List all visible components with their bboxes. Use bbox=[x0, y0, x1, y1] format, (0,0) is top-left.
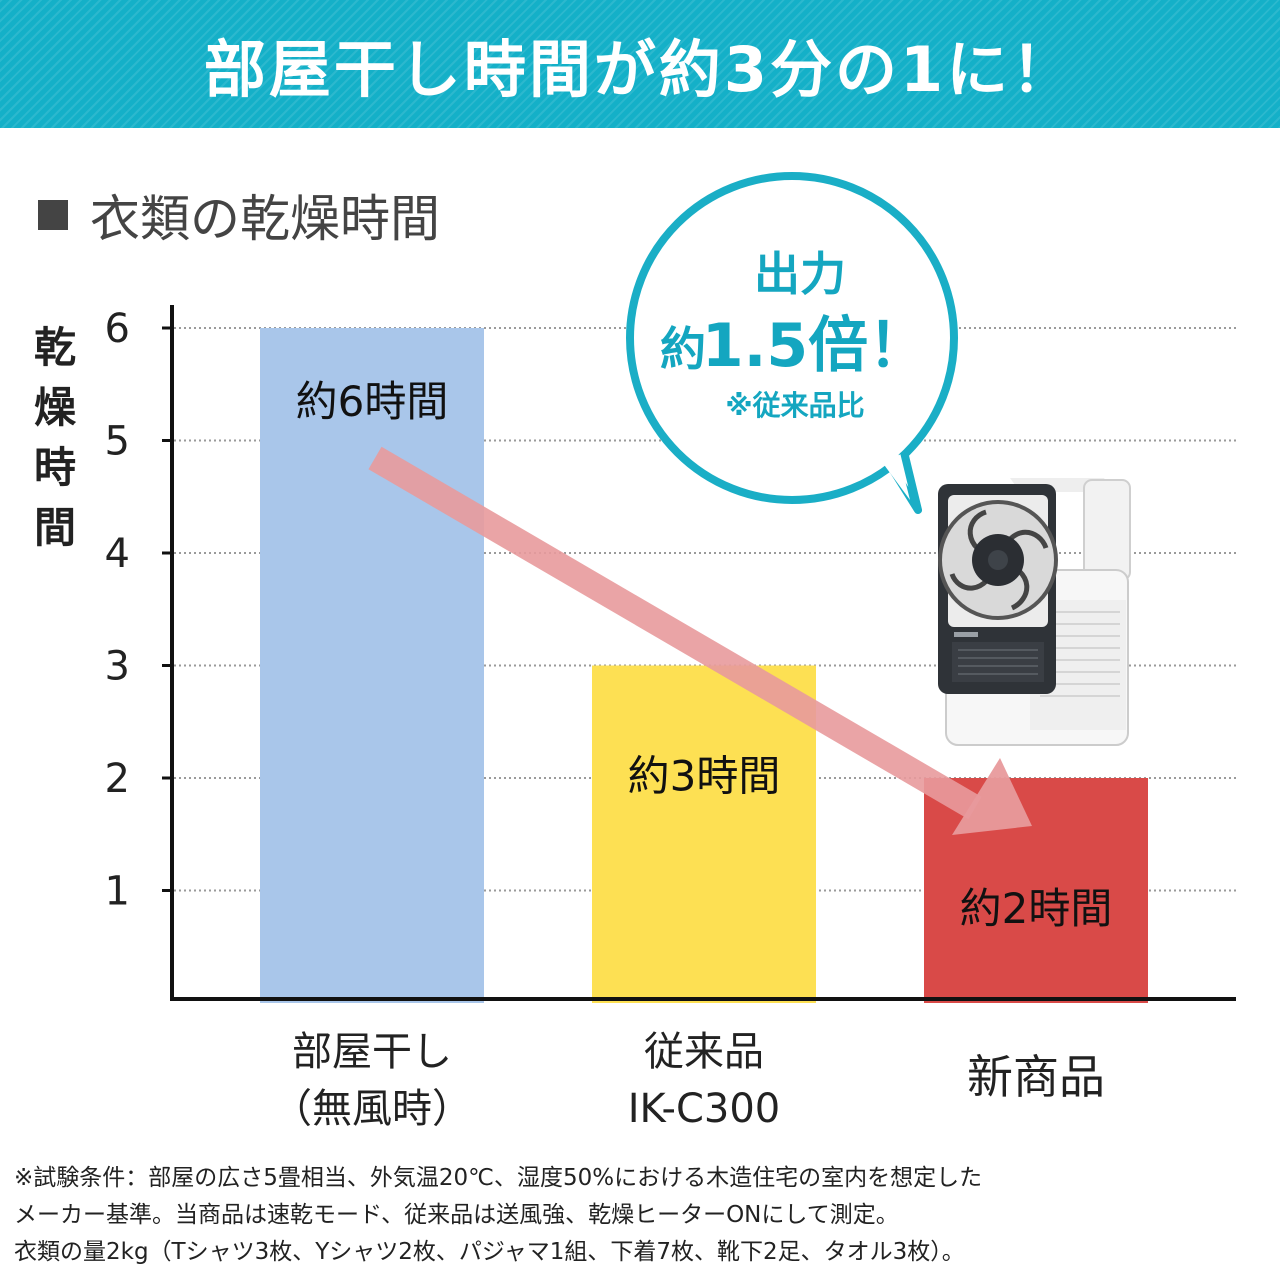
y-axis-label-char: 乾 bbox=[34, 323, 76, 372]
speech-bubble: 出力 約 1.5倍！ ※従来品比 bbox=[626, 172, 958, 514]
y-axis-label-char: 時 bbox=[34, 443, 76, 492]
bubble-line1: 出力 bbox=[754, 247, 846, 301]
bar-value-label: 約6時間 bbox=[296, 377, 449, 426]
y-tick-label: 6 bbox=[105, 306, 130, 352]
category-label-line1: 新商品 bbox=[967, 1050, 1105, 1104]
bar-value-label: 約2時間 bbox=[960, 884, 1113, 933]
footnote-line-1: ※試験条件：部屋の広さ5畳相当、外気温20℃、湿度50%における木造住宅の室内を… bbox=[14, 1165, 983, 1191]
bar bbox=[924, 778, 1148, 1003]
y-tick-label: 1 bbox=[105, 869, 130, 915]
bubble-note: ※従来品比 bbox=[725, 389, 864, 422]
footnote-line-2: メーカー基準。当商品は速乾モード、従来品は送風強、乾燥ヒーターONにして測定。 bbox=[14, 1202, 899, 1228]
chart-bars bbox=[260, 328, 1148, 1003]
bar bbox=[592, 665, 816, 1003]
footnote-line-3: 衣類の量2kg（Tシャツ3枚、Yシャツ2枚、パジャマ1組、下着7枚、靴下2足、タ… bbox=[14, 1239, 965, 1265]
clothes-dryer-fan-image bbox=[938, 478, 1131, 746]
y-axis-label: 乾燥時間 bbox=[34, 323, 77, 552]
category-label-line1: 部屋干し bbox=[292, 1029, 452, 1075]
category-labels: 部屋干し （無風時） 従来品 IK-C300 新商品 bbox=[272, 1029, 1105, 1132]
section-title-text: 衣類の乾燥時間 bbox=[90, 190, 440, 248]
banner-title: 部屋干し時間が約3分の1に！ bbox=[203, 33, 1077, 106]
category-label-line2: （無風時） bbox=[272, 1086, 472, 1132]
y-tick-label: 2 bbox=[105, 756, 130, 802]
test-conditions-footnote: ※試験条件：部屋の広さ5畳相当、外気温20℃、湿度50%における木造住宅の室内を… bbox=[14, 1160, 1274, 1271]
bubble-big-text: 1.5倍！ bbox=[702, 311, 928, 381]
chart-axes bbox=[170, 305, 1236, 1001]
y-tick-label: 4 bbox=[105, 531, 130, 577]
bubble-prefix: 約 bbox=[660, 322, 706, 376]
y-axis-label-char: 間 bbox=[34, 503, 76, 552]
category-label-line2: IK-C300 bbox=[628, 1086, 781, 1132]
y-tick-label: 3 bbox=[105, 644, 130, 690]
section-title: 衣類の乾燥時間 bbox=[38, 180, 440, 250]
trend-arrow-shaft bbox=[368, 446, 982, 820]
speech-bubble-circle bbox=[626, 172, 958, 504]
bar bbox=[260, 328, 484, 1003]
header-banner: 部屋干し時間が約3分の1に！ bbox=[0, 0, 1280, 128]
trend-arrow-head bbox=[952, 758, 1032, 835]
y-tick-label: 5 bbox=[105, 419, 130, 465]
square-bullet-icon bbox=[38, 200, 68, 230]
trend-arrow bbox=[368, 446, 1032, 835]
y-axis-label-char: 燥 bbox=[34, 383, 77, 432]
category-label-line1: 従来品 bbox=[644, 1029, 764, 1075]
bar-value-label: 約3時間 bbox=[628, 752, 781, 801]
y-tick-labels: 1 2 3 4 5 6 bbox=[105, 306, 130, 915]
